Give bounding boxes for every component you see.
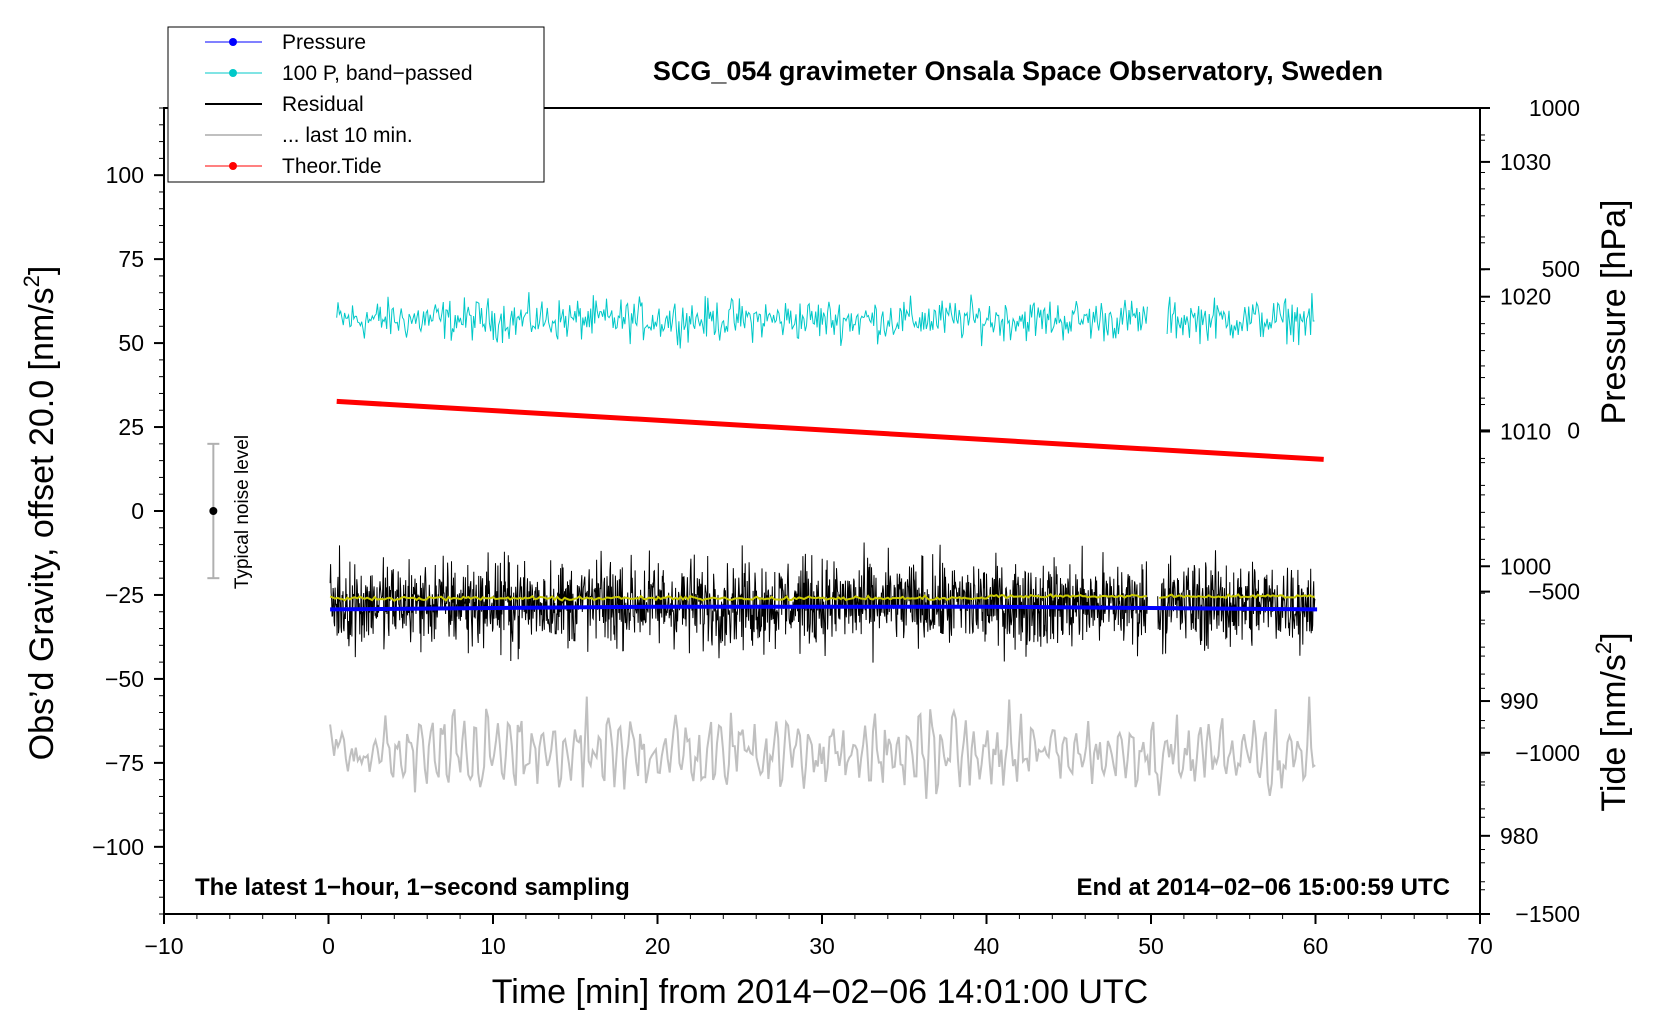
legend-items: Pressure 100 P, band−passed Residual ... la… — [205, 31, 473, 178]
tide-title-main: Tide [nm/s — [1595, 654, 1633, 811]
tide-title-end: ] — [1595, 632, 1633, 641]
y-left-axis-title: Obs’d Gravity, offset 20.0 [nm/s2] — [19, 266, 61, 761]
x-tick-label: −10 — [144, 933, 183, 959]
x-axis-ticks: −10 0 10 20 30 40 50 60 70 — [144, 914, 1493, 959]
x-tick-label: 70 — [1467, 933, 1493, 959]
series-residual — [329, 542, 1316, 663]
legend: Pressure 100 P, band−passed Residual ... la… — [167, 26, 545, 183]
x-tick-label: 50 — [1138, 933, 1164, 959]
y-left-tick-label: 100 — [106, 162, 144, 188]
x-tick-label: 30 — [809, 933, 835, 959]
y-left-title-main: Obs’d Gravity, offset 20.0 [nm/s — [23, 287, 61, 760]
plot-frame — [163, 107, 1481, 915]
x-axis-title: Time [min] from 2014−02−06 14:01:00 UTC — [492, 973, 1148, 1011]
y-left-title-sup: 2 — [19, 275, 44, 287]
legend-marker — [229, 162, 237, 170]
tide-tick-label: −1500 — [1515, 901, 1580, 927]
legend-marker — [229, 69, 237, 77]
pressure-tick-label: 1020 — [1500, 284, 1551, 310]
series-band-passed-pressure — [336, 292, 1315, 349]
y-left-tick-label: −50 — [105, 666, 144, 692]
pressure-tick-label: 1010 — [1500, 418, 1551, 444]
series-theoretical-tide — [336, 398, 1324, 462]
y-left-title-end: ] — [23, 266, 61, 275]
y-left-tick-label: −25 — [105, 582, 144, 608]
noise-bar-label: Typical noise level — [232, 435, 253, 589]
series-last-10-min — [329, 696, 1316, 799]
annotation-bottom-right: End at 2014−02−06 15:00:59 UTC — [1076, 874, 1450, 901]
tide-title-sup: 2 — [1591, 642, 1616, 654]
tide-tick-label: −1000 — [1515, 740, 1580, 766]
tide-axis-ticks: −1500 −1000 −500 0 500 1000 — [1480, 95, 1580, 927]
x-tick-label: 20 — [645, 933, 671, 959]
x-tick-label: 40 — [974, 933, 1000, 959]
tide-tick-label: −500 — [1528, 579, 1580, 605]
pressure-tick-label: 980 — [1500, 823, 1538, 849]
legend-label: Pressure — [282, 31, 366, 54]
y-left-axis-ticks: −100 −75 −50 −25 0 25 50 75 100 — [92, 107, 164, 915]
tide-tick-label: 1000 — [1529, 95, 1580, 121]
series-layer — [329, 292, 1324, 799]
legend-label: 100 P, band−passed — [282, 62, 473, 85]
y-left-tick-label: −100 — [92, 834, 144, 860]
annotation-bottom-left: The latest 1−hour, 1−second sampling — [195, 874, 630, 901]
tide-tick-label: 500 — [1542, 256, 1580, 282]
y-left-tick-label: 75 — [118, 246, 144, 272]
legend-label: Residual — [282, 93, 364, 116]
y-left-tick-label: −75 — [105, 750, 144, 776]
legend-label: Theor.Tide — [282, 155, 382, 178]
tide-axis-title: Tide [nm/s2] — [1591, 632, 1633, 811]
y-left-tick-label: 0 — [131, 498, 144, 524]
x-tick-label: 10 — [480, 933, 506, 959]
y-left-tick-label: 50 — [118, 330, 144, 356]
chart-title: SCG_054 gravimeter Onsala Space Observat… — [653, 56, 1383, 86]
pressure-tick-label: 990 — [1500, 688, 1538, 714]
noise-level-bar: Typical noise level — [207, 435, 253, 589]
legend-marker — [229, 38, 237, 46]
legend-label: ... last 10 min. — [282, 124, 413, 147]
pressure-axis-ticks: 980 990 1000 1010 1020 1030 — [1480, 107, 1551, 891]
pressure-axis-title: Pressure [hPa] — [1595, 200, 1633, 425]
x-tick-label: 0 — [322, 933, 335, 959]
x-tick-label: 60 — [1303, 933, 1329, 959]
pressure-tick-label: 1000 — [1500, 553, 1551, 579]
noise-bar-dot — [209, 507, 218, 515]
tide-tick-label: 0 — [1567, 417, 1580, 443]
pressure-tick-label: 1030 — [1500, 149, 1551, 175]
series-smoothed-residual — [329, 592, 1315, 603]
y-left-tick-label: 25 — [118, 414, 144, 440]
series-pressure — [330, 604, 1318, 612]
